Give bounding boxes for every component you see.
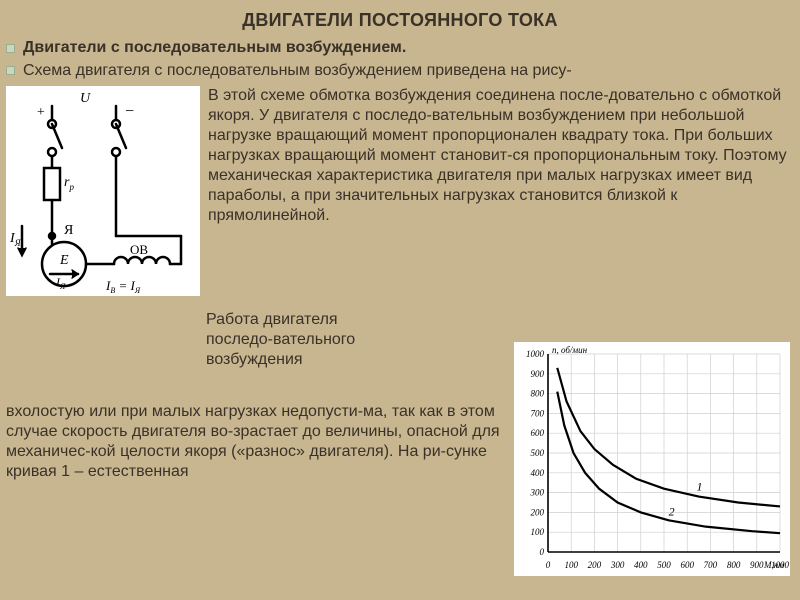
bullet-icon [6,44,15,53]
svg-text:900: 900 [750,560,764,570]
overlap-text: Работа двигателя последо-вательного возб… [206,310,506,370]
svg-text:300: 300 [530,488,545,498]
svg-text:700: 700 [704,560,718,570]
plus-icon: + [36,105,45,120]
svg-text:М,нм: М,нм [763,560,784,570]
svg-text:1: 1 [696,480,702,494]
svg-text:n, об/мин: n, об/мин [552,345,588,355]
label-U: U [80,91,91,106]
svg-text:800: 800 [727,560,741,570]
label-rp: rр [64,175,74,192]
minus-icon: − [124,103,135,120]
overlap-a: Работа двигателя [206,311,338,328]
overlap-b: последо-вательного [206,331,355,348]
svg-text:400: 400 [634,560,648,570]
label-A: Я [64,223,73,238]
label-Iv-eq: IВ = IЯ [105,278,141,295]
svg-text:900: 900 [531,369,545,379]
svg-text:800: 800 [531,389,545,399]
svg-text:0: 0 [540,547,545,557]
intro-row: Схема двигателя с последовательным возбу… [0,59,800,82]
lower-paragraph: вхолостую или при малых нагрузках недопу… [6,402,506,482]
subtitle: Двигатели с последовательным возбуждение… [23,39,406,57]
label-OB: ОВ [130,242,148,257]
svg-text:700: 700 [531,408,545,418]
svg-text:500: 500 [531,448,545,458]
svg-text:2: 2 [669,504,675,518]
svg-text:0: 0 [546,560,551,570]
svg-text:100: 100 [531,527,545,537]
main-paragraph: В этой схеме обмотка возбуждения соедине… [208,86,792,300]
circuit-diagram: U + − rр Я E IЯ IЯ ОВ IВ = IЯ [6,86,200,296]
svg-text:100: 100 [564,560,578,570]
svg-text:600: 600 [531,428,545,438]
svg-text:300: 300 [610,560,625,570]
svg-text:600: 600 [680,560,694,570]
label-E: E [59,253,69,268]
mechanical-characteristic-chart: 0 100 200 300 400 500 600 700 800 900 1000 100 200 30… [514,342,790,576]
page-title: ДВИГАТЕЛИ ПОСТОЯННОГО ТОКА [0,0,800,37]
svg-text:1000: 1000 [526,349,545,359]
label-Iya-left: IЯ [9,231,22,248]
overlap-c: возбуждения [206,351,303,368]
svg-text:400: 400 [531,468,545,478]
svg-text:200: 200 [588,560,602,570]
body-row: U + − rр Я E IЯ IЯ ОВ IВ = IЯ В этой схе… [0,82,800,300]
subtitle-row: Двигатели с последовательным возбуждение… [0,37,800,59]
bullet-icon [6,66,15,75]
svg-text:200: 200 [531,507,545,517]
svg-text:500: 500 [657,560,671,570]
intro-text: Схема двигателя с последовательным возбу… [23,61,572,80]
